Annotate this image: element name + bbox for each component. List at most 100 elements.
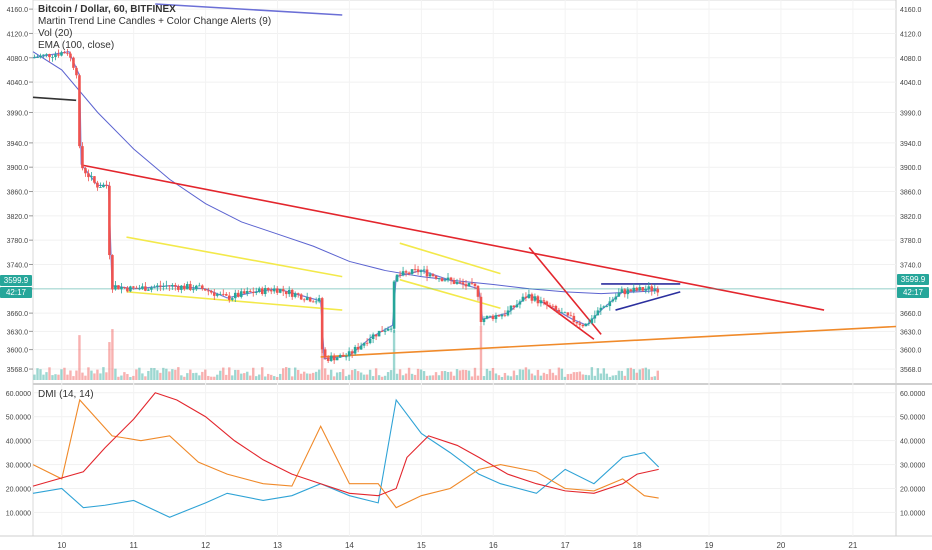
candle-body [308, 297, 312, 302]
candle-body [39, 55, 42, 58]
volume-bar [464, 369, 468, 380]
volume-bar [602, 368, 606, 380]
candle-body [380, 330, 384, 332]
y-tick-label-left: 4120.0 [7, 31, 29, 38]
candle-body [395, 274, 399, 282]
candle-body [461, 282, 465, 285]
candle-body [452, 280, 456, 284]
candle-body [605, 306, 609, 307]
candle-body [539, 300, 543, 304]
candle-body [192, 289, 195, 291]
dmi-legend[interactable]: DMI (14, 14) [38, 389, 94, 400]
volume-bar [506, 375, 510, 380]
legend-indicator-1[interactable]: Martin Trend Line Candles + Color Change… [38, 16, 272, 27]
candle-body [114, 285, 117, 290]
volume-bar [509, 376, 513, 380]
volume-bar [353, 369, 357, 380]
candle-body [587, 323, 591, 324]
legend-indicator-2[interactable]: Vol (20) [38, 28, 73, 39]
candle-body [575, 322, 579, 324]
x-tick-label: 17 [561, 541, 570, 550]
volume-bar [225, 374, 228, 380]
candle-body [215, 294, 219, 296]
volume-bar [99, 373, 102, 380]
candle-body [132, 286, 135, 288]
volume-bar [332, 376, 336, 380]
volume-bar [398, 369, 402, 380]
volume-bar [650, 376, 653, 380]
volume-bar [635, 372, 639, 380]
volume-bar [554, 375, 558, 380]
volume-bar [593, 375, 597, 380]
candle-body [174, 285, 177, 287]
grid-layer [0, 0, 932, 537]
candle-body [42, 54, 45, 56]
volume-bar [584, 374, 588, 380]
volume-bar [404, 373, 408, 380]
candle-body [593, 315, 597, 319]
volume-bar [371, 376, 375, 380]
volume-bar [150, 367, 153, 380]
candle-body [329, 355, 333, 361]
volume-bar [344, 376, 348, 380]
legend-symbol[interactable]: Bitcoin / Dollar, 60, BITFINEX [38, 4, 176, 15]
volume-bar [608, 376, 612, 380]
trendline-trend_orange [320, 325, 897, 358]
volume-bar [377, 375, 381, 380]
volume-bar [219, 370, 222, 380]
candle-body [440, 278, 444, 282]
candle-body [554, 305, 558, 310]
volume-bar [470, 376, 474, 380]
candle-body [239, 291, 243, 297]
volume-bar [261, 367, 264, 380]
candle-body [401, 271, 405, 276]
volume-bar [51, 375, 54, 380]
candle-body [428, 274, 432, 277]
candle-body [470, 282, 474, 284]
volume-bar [186, 373, 189, 380]
price-layer [33, 48, 660, 364]
x-tick-label: 14 [345, 541, 354, 550]
volume-bar [207, 375, 210, 380]
legend-indicator-3[interactable]: EMA (100, close) [38, 40, 115, 51]
volume-bar [57, 374, 60, 380]
volume-bar [494, 373, 498, 380]
candle-body [266, 288, 270, 291]
volume-bar [45, 372, 48, 380]
volume-bar [638, 369, 641, 380]
candle-body [317, 298, 321, 302]
volume-layer [33, 325, 659, 380]
volume-bar [620, 370, 624, 380]
dmi-tick-label-right: 10.0000 [900, 510, 925, 517]
candle-body [36, 57, 39, 58]
candle-body [566, 312, 570, 316]
volume-bar [156, 370, 159, 380]
candle-body [629, 289, 633, 292]
volume-bar [293, 367, 297, 380]
candle-body [293, 293, 297, 297]
volume-bar [359, 372, 363, 380]
dmi-tick-label-left: 10.0000 [6, 510, 31, 517]
volume-bar [431, 375, 435, 380]
volume-bar [87, 367, 90, 380]
candle-body [299, 294, 303, 300]
candle-body [135, 287, 138, 289]
candle-body [171, 285, 174, 287]
volume-bar [314, 371, 318, 380]
volume-bar [302, 371, 306, 380]
y-tick-label-left: 3600.0 [7, 348, 29, 355]
x-tick-label: 13 [273, 541, 282, 550]
candle-body [356, 346, 360, 350]
volume-bar [437, 375, 441, 380]
candle-body [224, 294, 228, 296]
volume-bar [198, 375, 201, 380]
y-tick-label-left: 4160.0 [7, 7, 29, 14]
volume-bar [386, 372, 390, 380]
volume-bar [138, 367, 141, 380]
candle-body [111, 255, 114, 290]
candle-body [533, 296, 537, 301]
volume-bar [473, 367, 477, 380]
volume-bar [422, 371, 426, 380]
trendline-trend_red [83, 164, 825, 311]
candle-body [350, 351, 354, 354]
